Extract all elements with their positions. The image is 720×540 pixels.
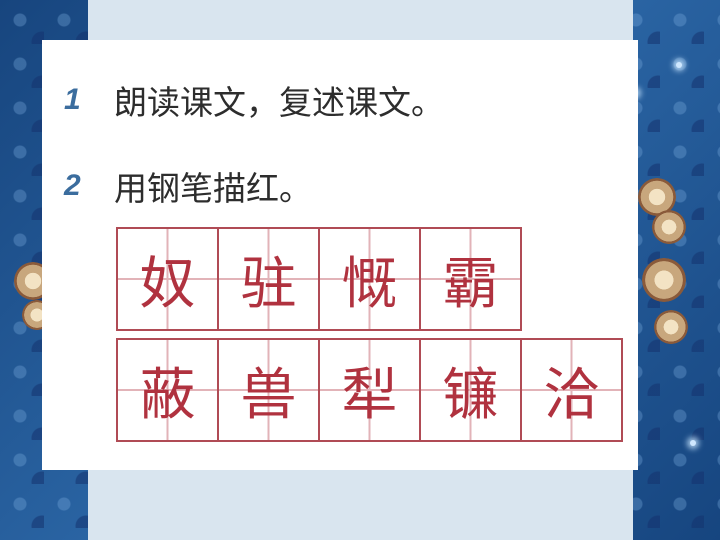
slide-content: 1 朗读课文，复述课文。 2 用钢笔描红。 奴 驻 慨 霸 蔽 兽 犁 镰 洽 — [42, 40, 638, 470]
tracing-grid-row-1: 奴 驻 慨 霸 — [116, 227, 522, 331]
tracing-cell: 霸 — [421, 229, 520, 329]
flower-decoration-icon — [654, 310, 688, 344]
instruction-text: 朗读课文，复述课文。 — [114, 83, 444, 122]
instruction-text: 用钢笔描红。 — [114, 169, 312, 208]
instruction-1: 1 朗读课文，复述课文。 — [64, 76, 444, 124]
flower-decoration-icon — [642, 258, 686, 302]
tracing-cell: 兽 — [219, 340, 320, 440]
instruction-number: 1 — [64, 83, 81, 116]
flower-decoration-icon — [652, 210, 686, 244]
tracing-cell: 驻 — [219, 229, 320, 329]
tracing-cell: 奴 — [118, 229, 219, 329]
tracing-grid-row-2: 蔽 兽 犁 镰 洽 — [116, 338, 623, 442]
tracing-cell: 蔽 — [118, 340, 219, 440]
flower-decoration-icon — [638, 178, 676, 216]
tracing-cell: 慨 — [320, 229, 421, 329]
tracing-cell: 镰 — [421, 340, 522, 440]
instruction-2: 2 用钢笔描红。 — [64, 162, 312, 210]
sparkle-icon — [690, 440, 696, 446]
instruction-number: 2 — [64, 169, 81, 202]
tracing-cell: 犁 — [320, 340, 421, 440]
sparkle-icon — [676, 62, 682, 68]
tracing-cell: 洽 — [522, 340, 621, 440]
